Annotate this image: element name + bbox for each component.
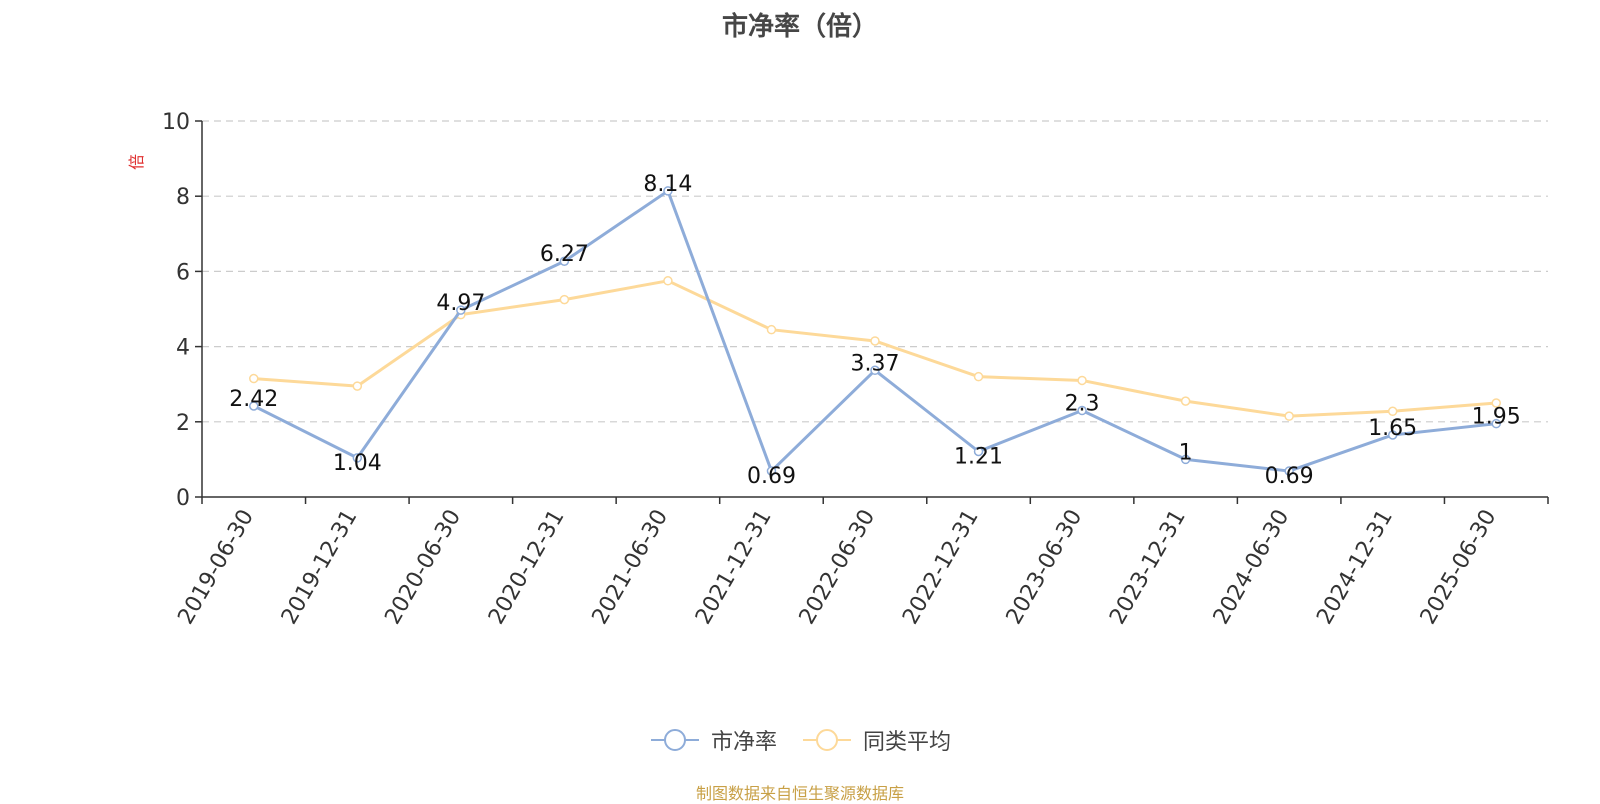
data-point bbox=[973, 371, 984, 382]
y-tick-label: 0 bbox=[176, 486, 190, 511]
x-tick-label: 2024-12-31 bbox=[1312, 506, 1398, 629]
data-point bbox=[766, 466, 777, 476]
y-axis-label: 倍 bbox=[127, 154, 146, 170]
data-label: 1 bbox=[1179, 440, 1193, 465]
x-tick-label: 2021-06-30 bbox=[588, 506, 674, 629]
data-point bbox=[352, 453, 363, 463]
legend-item-peer-average[interactable]: 同类平均 bbox=[801, 724, 951, 756]
data-label: 1.04 bbox=[333, 451, 382, 476]
data-label: 1.95 bbox=[1472, 405, 1521, 430]
data-point bbox=[973, 446, 984, 457]
data-source-note: 制图数据来自恒生聚源数据库 bbox=[695, 784, 904, 803]
data-point bbox=[1491, 398, 1501, 408]
data-point bbox=[1180, 454, 1191, 465]
x-tick-label: 2022-06-30 bbox=[795, 506, 881, 629]
data-point bbox=[663, 276, 673, 286]
y-tick-label: 6 bbox=[176, 260, 190, 285]
legend: 市净率 同类平均 bbox=[0, 724, 1600, 756]
legend-item-pb[interactable]: 市净率 bbox=[649, 724, 777, 756]
data-point bbox=[766, 324, 777, 335]
data-point bbox=[1387, 430, 1398, 440]
x-tick-label: 2019-06-30 bbox=[173, 506, 259, 629]
data-label: 1.21 bbox=[954, 445, 1003, 470]
data-label: 8.14 bbox=[643, 172, 692, 197]
y-tick-label: 8 bbox=[176, 185, 190, 210]
data-point bbox=[1077, 405, 1087, 416]
data-point bbox=[352, 381, 363, 391]
data-point bbox=[1387, 406, 1398, 417]
series bbox=[249, 186, 1501, 476]
data-point bbox=[1180, 396, 1191, 406]
data-point bbox=[1284, 466, 1294, 476]
x-tick-label: 2023-06-30 bbox=[1002, 506, 1088, 629]
data-label: 2.42 bbox=[229, 387, 278, 412]
data-label: 0.69 bbox=[1265, 464, 1314, 489]
data-point bbox=[870, 365, 880, 376]
legend-peer-average-marker-icon bbox=[803, 729, 851, 751]
chart-title: 市净率（倍） bbox=[721, 12, 878, 42]
x-tick-label: 2021-12-31 bbox=[691, 506, 777, 629]
data-label: 4.97 bbox=[436, 291, 485, 316]
series-line-0 bbox=[253, 189, 1497, 473]
legend-label-peer-average: 同类平均 bbox=[863, 730, 952, 755]
data-point bbox=[870, 336, 880, 346]
y-tick-label: 10 bbox=[162, 110, 190, 135]
x-tick-label: 2022-12-31 bbox=[898, 506, 984, 629]
x-tick-label: 2025-06-30 bbox=[1416, 506, 1502, 629]
gridlines bbox=[202, 120, 1548, 423]
y-tick-label: 2 bbox=[176, 411, 190, 436]
data-label: 6.27 bbox=[540, 242, 589, 267]
data-label: 2.3 bbox=[1065, 392, 1100, 417]
legend-pb-marker-icon bbox=[650, 729, 699, 751]
data-point bbox=[1491, 418, 1501, 429]
data-point bbox=[663, 186, 673, 196]
data-label: 1.65 bbox=[1368, 416, 1417, 441]
data-point bbox=[249, 373, 259, 384]
data-point bbox=[249, 401, 259, 411]
data-labels: 2.42 1.04 4.97 6.27 8.14 0.69 3.37 1.21 2.3 1 0.69… bbox=[229, 172, 1520, 489]
data-label: 0.69 bbox=[747, 464, 796, 489]
data-point bbox=[1284, 411, 1294, 421]
y-tick-label: 4 bbox=[176, 336, 190, 361]
legend-label-pb: 市净率 bbox=[710, 730, 777, 755]
x-tick-label: 2020-12-31 bbox=[484, 506, 570, 629]
data-point bbox=[1077, 375, 1087, 386]
data-point bbox=[559, 256, 570, 266]
x-tick-label: 2023-12-31 bbox=[1105, 506, 1191, 629]
x-tick-label: 2020-06-30 bbox=[380, 506, 466, 629]
data-point bbox=[559, 294, 570, 305]
x-tick-label: 2024-06-30 bbox=[1209, 506, 1295, 629]
data-point bbox=[456, 305, 466, 315]
data-label: 3.37 bbox=[851, 351, 900, 376]
x-tick-label: 2019-12-31 bbox=[277, 506, 363, 629]
